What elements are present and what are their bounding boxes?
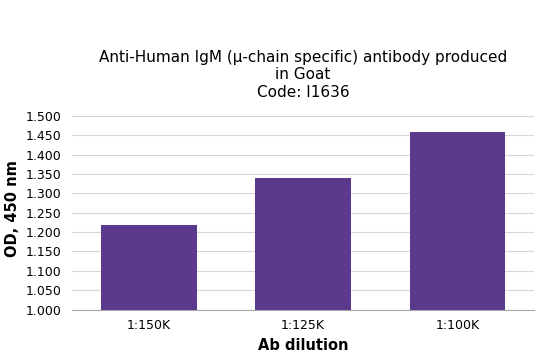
- Title: Anti-Human IgM (μ-chain specific) antibody produced
in Goat
Code: I1636: Anti-Human IgM (μ-chain specific) antibo…: [99, 50, 507, 100]
- Y-axis label: OD, 450 nm: OD, 450 nm: [6, 160, 20, 257]
- Bar: [101, 225, 197, 310]
- Bar: [409, 132, 505, 310]
- Bar: [255, 178, 351, 310]
- X-axis label: Ab dilution: Ab dilution: [258, 338, 348, 353]
